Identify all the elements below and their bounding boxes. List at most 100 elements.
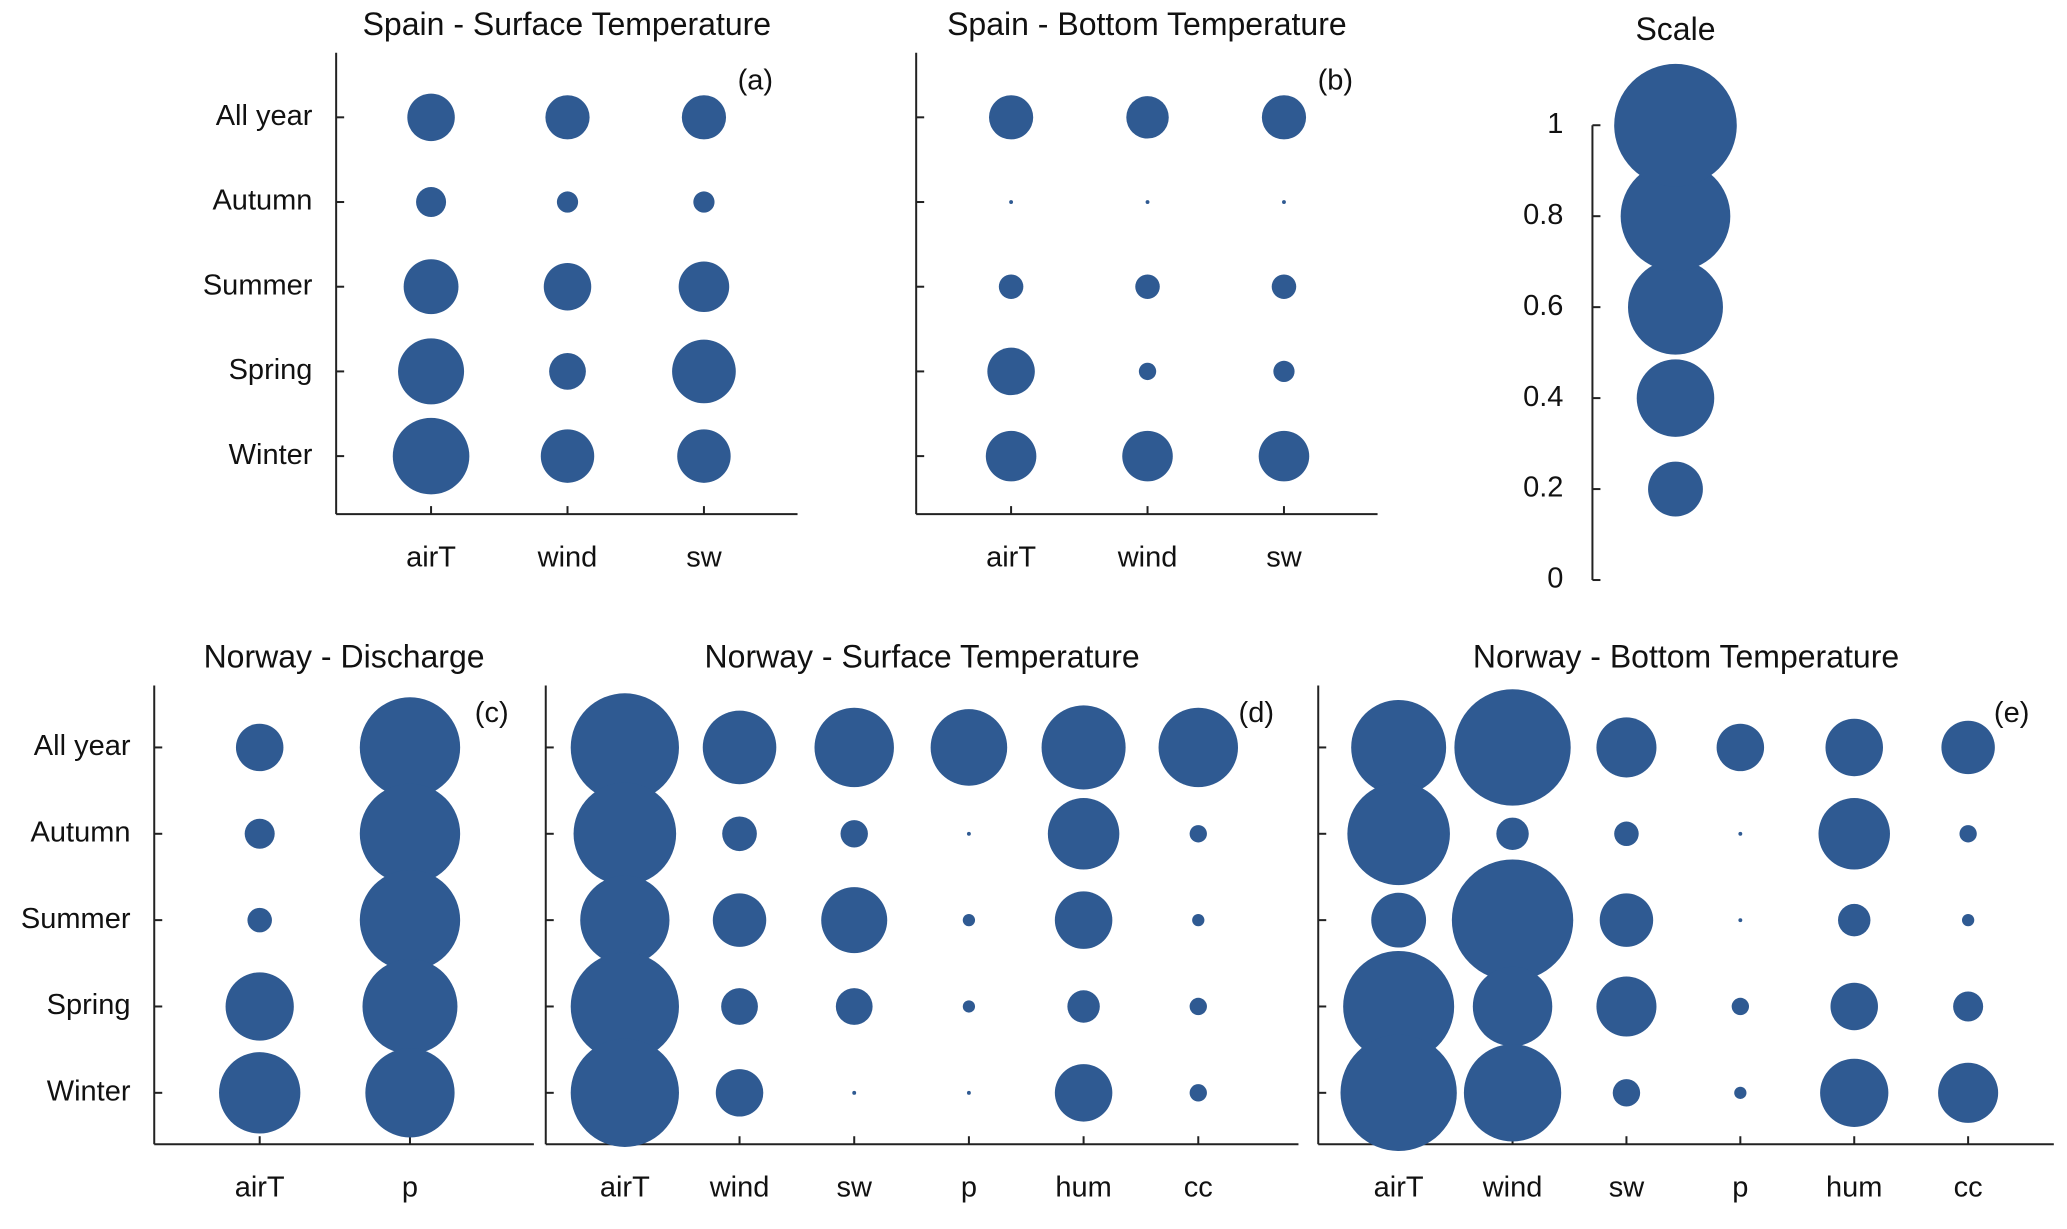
bubble [1496, 817, 1529, 851]
x-tick-label: wind [1117, 542, 1178, 574]
bubble [712, 893, 767, 947]
bubble [1612, 1079, 1641, 1107]
bubble [702, 710, 777, 785]
panel-label: (e) [1994, 697, 2029, 729]
bubble [359, 783, 461, 884]
bubble [1189, 997, 1207, 1016]
bubble [556, 191, 579, 213]
scale-bubble [1614, 63, 1737, 187]
bubble [235, 723, 284, 772]
y-tick-label: Spring [47, 989, 131, 1021]
bubble [1126, 96, 1169, 139]
bubble [1959, 825, 1977, 843]
bubble [677, 429, 731, 483]
bubble [678, 261, 730, 312]
bubble [1009, 200, 1014, 204]
bubble [722, 816, 757, 852]
x-tick-label: airT [1374, 1172, 1424, 1204]
bubble [1941, 720, 1995, 775]
bubble [1273, 360, 1295, 383]
panel-label: (b) [1318, 64, 1353, 96]
bubble [1054, 1064, 1113, 1122]
bubble [1347, 782, 1450, 886]
bubble [247, 907, 272, 933]
bubble [1953, 991, 1984, 1022]
bubble [573, 782, 677, 886]
scale-bubble [1620, 161, 1731, 272]
bubble [1371, 892, 1427, 948]
x-tick-label: airT [235, 1172, 285, 1204]
x-tick-label: wind [537, 542, 598, 574]
panel-label: (a) [738, 64, 773, 96]
y-tick-label: Winter [47, 1075, 131, 1107]
bubble [1599, 893, 1654, 947]
bubble [1145, 200, 1150, 204]
panel-title: Norway - Surface Temperature [705, 639, 1140, 675]
bubble [1282, 200, 1286, 204]
bubble [1830, 982, 1878, 1031]
bubble [835, 988, 873, 1025]
y-tick-label: Summer [21, 903, 131, 935]
bubble [1189, 1084, 1207, 1102]
y-tick-label: All year [216, 100, 313, 132]
x-tick-label: sw [1609, 1172, 1646, 1204]
bubble [693, 191, 715, 213]
x-tick-label: p [1732, 1172, 1748, 1204]
bubble [1041, 705, 1126, 790]
bubble [721, 988, 758, 1025]
panel-title: Norway - Discharge [204, 639, 485, 675]
x-tick-label: wind [1482, 1172, 1543, 1204]
bubble [1738, 831, 1743, 836]
bubble [570, 952, 679, 1061]
bubble [1271, 274, 1297, 299]
x-tick-label: cc [1954, 1172, 1983, 1204]
bubble [962, 914, 976, 927]
y-tick-label: Winter [229, 439, 313, 471]
bubble [1614, 821, 1639, 847]
bubble [1261, 95, 1307, 140]
bubble [403, 259, 459, 315]
x-tick-label: airT [406, 542, 456, 574]
bubble [1138, 362, 1157, 381]
bubble [1122, 430, 1173, 482]
bubble [1962, 914, 1975, 927]
x-tick-label: hum [1826, 1172, 1882, 1204]
x-tick-label: sw [686, 542, 723, 574]
bubble [1838, 903, 1871, 937]
y-tick-label: Spring [229, 354, 313, 386]
bubble [407, 93, 455, 142]
bubble [814, 707, 894, 788]
x-tick-label: p [402, 1172, 418, 1204]
bubble [1067, 990, 1100, 1023]
bubble [840, 820, 868, 848]
y-tick-label: Autumn [212, 185, 312, 217]
y-tick-label: 0.6 [1523, 290, 1563, 322]
bubble [570, 693, 679, 802]
bubble [998, 274, 1024, 299]
bubble [570, 1038, 679, 1147]
bubble [1343, 950, 1455, 1062]
y-tick-label: 0.2 [1523, 472, 1563, 504]
panel-title: Norway - Bottom Temperature [1473, 639, 1899, 675]
y-tick-label: 0 [1547, 563, 1563, 595]
bubble [1472, 966, 1553, 1047]
x-tick-label: p [961, 1172, 977, 1204]
bubble [1596, 717, 1657, 778]
bubble [988, 95, 1034, 140]
bubble [715, 1069, 764, 1117]
bubble [1734, 1086, 1747, 1099]
bubble [966, 1090, 971, 1095]
bubble [543, 262, 592, 311]
bubble [821, 887, 888, 954]
bubble [359, 869, 461, 971]
y-tick-label: 0.8 [1523, 199, 1563, 231]
bubble [244, 818, 275, 849]
bubble [392, 417, 470, 495]
bubble [398, 338, 465, 405]
x-tick-label: wind [709, 1172, 770, 1204]
scale-bubble [1636, 359, 1715, 437]
bubble [1738, 918, 1743, 923]
bubble [987, 347, 1035, 396]
